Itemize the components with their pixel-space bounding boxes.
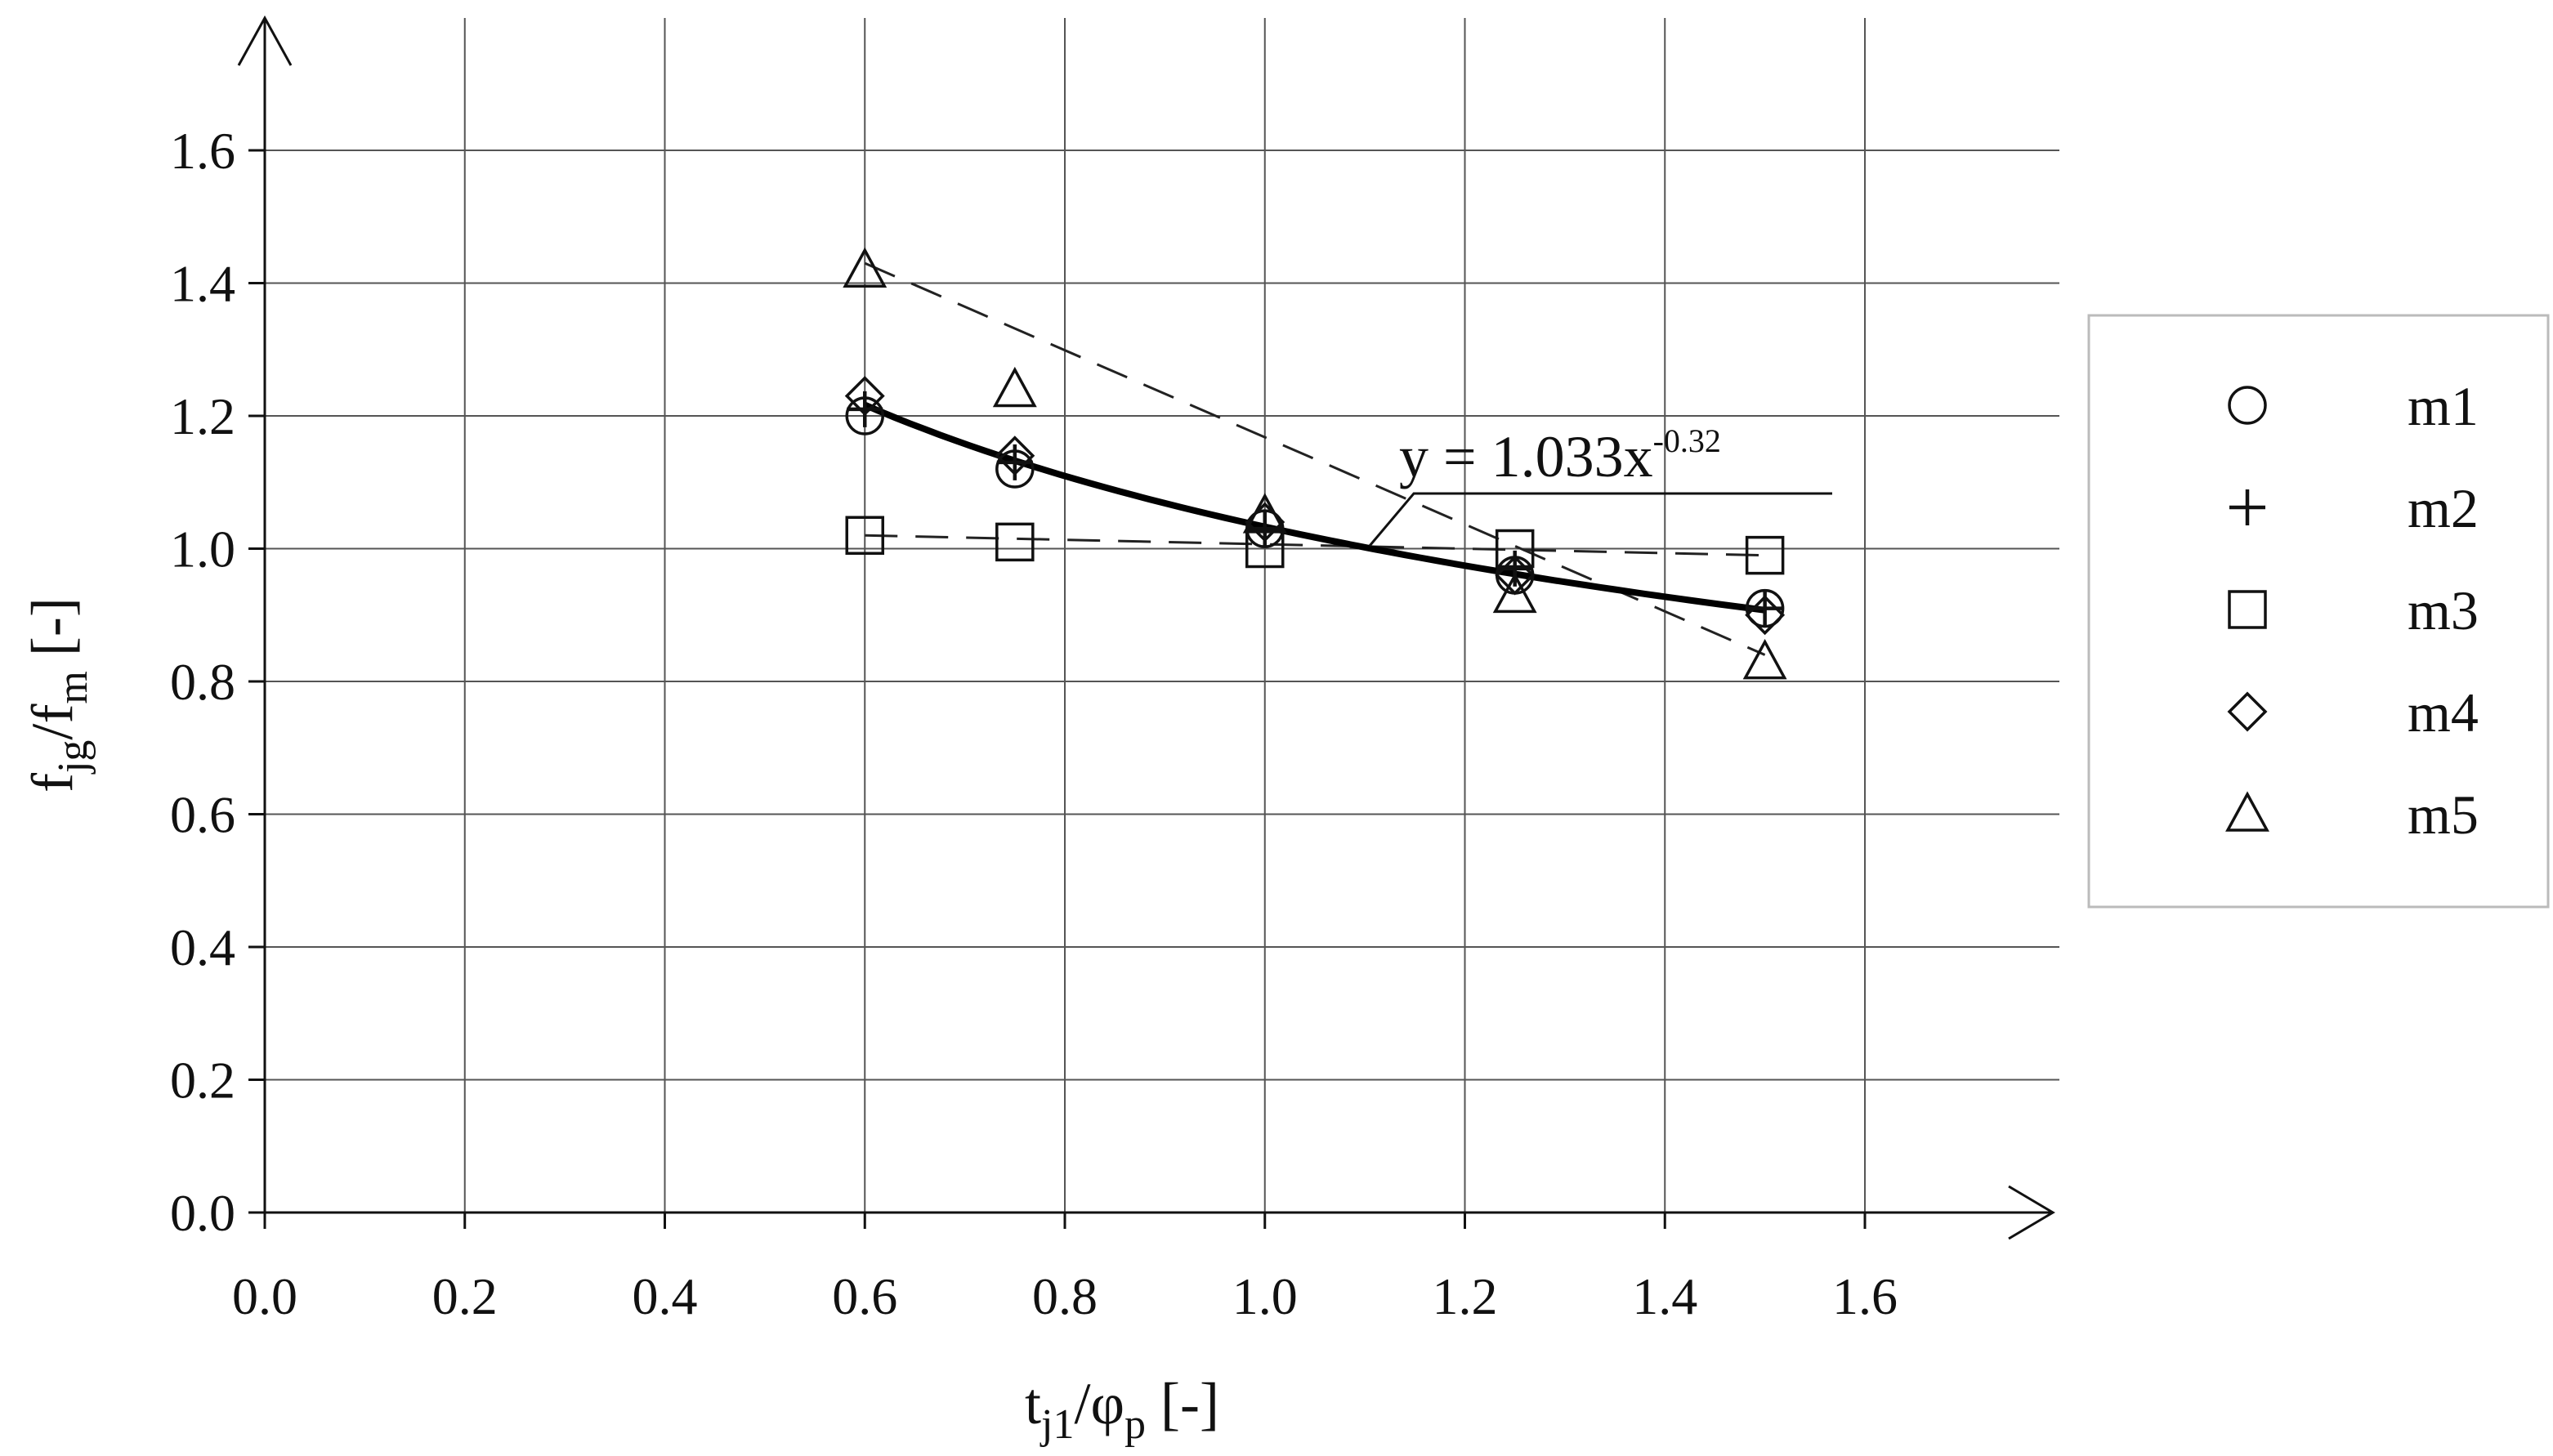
m4-point [1495,555,1536,596]
legend-item-m3: m3 [2228,579,2479,641]
fit-equation-exponent: -0.32 [1653,422,1721,459]
m5-point [843,247,888,288]
y-tick-label: 0.0 [170,1184,235,1242]
x-axis-arrow [2008,1185,2055,1240]
legend-marker-diamond [2227,691,2268,732]
m5-point [992,366,1037,408]
y-tick-label: 1.0 [170,520,235,578]
y-tick-label: 1.2 [170,387,235,445]
legend-item-m5: m5 [2225,784,2479,846]
x-tick-label: 1.2 [1433,1267,1498,1325]
y-axis-arrow [237,15,293,66]
x-tick-label: 0.2 [432,1267,498,1325]
m3-point [1495,529,1535,569]
legend-label: m3 [2408,579,2479,641]
x-axis-title: tj1/φp [-] [1025,1371,1219,1448]
data-markers [843,247,1787,680]
x-tick-label: 0.6 [832,1267,897,1325]
y-tick-label: 0.8 [170,653,235,711]
legend-label: m1 [2408,375,2479,437]
x-tick-label: 1.4 [1632,1267,1697,1325]
m3-point [845,516,884,555]
m2-point [847,391,883,427]
series-m5 [843,247,1787,680]
legend: m1 m2 m3 m4 m5 [2087,314,2550,909]
series-m3 [845,516,1785,575]
legend-label: m4 [2408,681,2479,744]
fit-equation-base: y = 1.033x [1399,424,1653,489]
m5-point [1492,572,1537,614]
m4-point [1745,595,1786,636]
m3-point [995,522,1035,562]
fit-equation: y = 1.033x-0.32 [1399,422,1721,489]
x-tick-label: 0.0 [232,1267,297,1325]
legend-box [2087,314,2550,909]
legend-item-m4: m4 [2227,681,2479,744]
legend-item-m1: m1 [2228,375,2479,437]
tick-labels: 0.0 0.2 0.4 0.6 0.8 1.0 1.2 1.4 1.6 0.0 0.2 0.4 0.6 0… [170,122,1898,1325]
x-tick-label: 1.0 [1232,1267,1298,1325]
legend-marker-plus [2229,489,2265,525]
legend-marker-square [2228,590,2267,629]
x-tick-label: 1.6 [1832,1267,1898,1325]
m3-point [1745,535,1785,575]
legend-marker-triangle [2225,791,2269,832]
y-tick-label: 1.4 [170,255,235,313]
y-tick-label: 0.4 [170,918,235,976]
m4-point [995,435,1035,476]
x-tick-label: 0.4 [633,1267,698,1325]
legend-label: m5 [2408,784,2479,846]
y-tick-label: 0.6 [170,786,235,844]
y-axis-title: fjg/fm [-] [20,597,96,793]
m5-point [1742,638,1787,680]
grid [265,18,2059,1213]
m4-point [844,376,885,417]
legend-marker-circle [2228,386,2267,425]
y-tick-label: 1.6 [170,122,235,180]
m5-point [1242,493,1287,534]
fit-equation-leader [1368,492,1832,547]
legend-item-m2: m2 [2229,477,2479,539]
y-tick-label: 0.2 [170,1052,235,1110]
legend-label: m2 [2408,477,2479,539]
axes [237,15,2055,1240]
x-tick-label: 0.8 [1032,1267,1098,1325]
